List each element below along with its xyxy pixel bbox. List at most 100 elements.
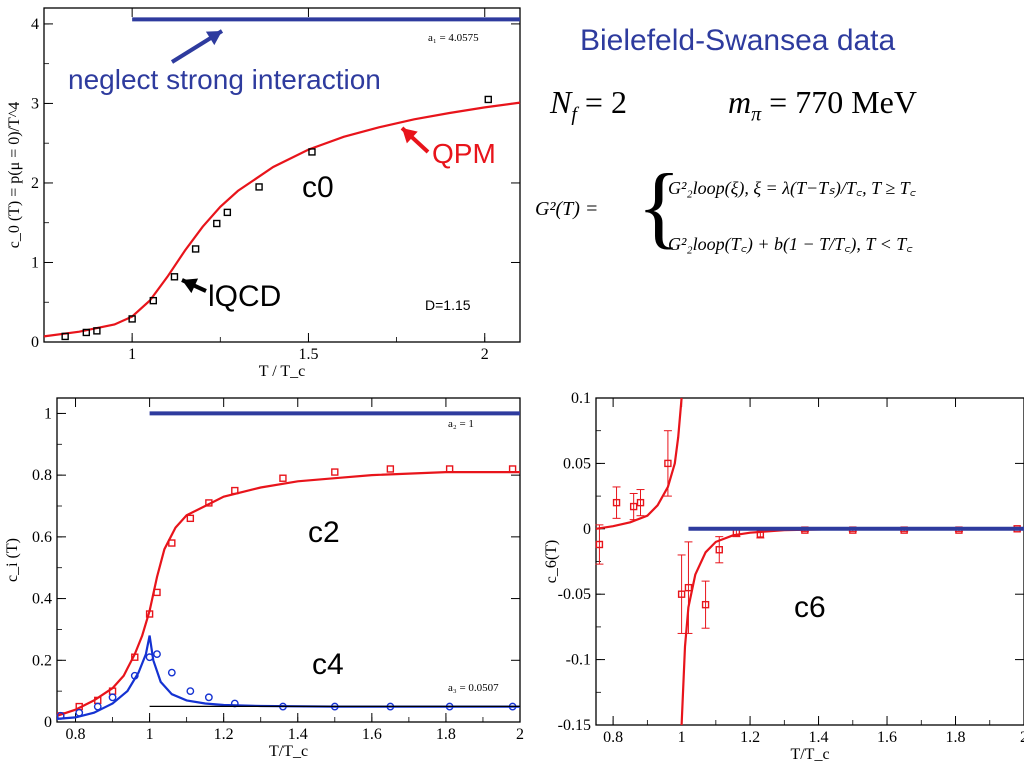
- data-point: [677, 590, 686, 598]
- y-tick-label: 0: [44, 714, 52, 731]
- nf-value: = 2: [584, 84, 627, 120]
- data-point: [153, 650, 161, 659]
- x-tick-label: 1: [146, 726, 154, 743]
- g2-case-1: G²₂loop(ξ), ξ = λ(T−Tₛ)/T꜀, T ≥ T꜀: [668, 178, 916, 198]
- g2-lhs: G²(T) =: [535, 198, 599, 220]
- neglect-arrow-head: [205, 31, 222, 46]
- x-axis-label: T/T_c: [269, 743, 308, 760]
- data-point: [149, 296, 158, 305]
- y-tick-label: 3: [31, 95, 39, 112]
- data-point: [167, 668, 176, 677]
- c4-curve-label: c4: [312, 648, 344, 681]
- data-point: [170, 273, 179, 281]
- series-line: [680, 527, 1024, 726]
- neglect-label: neglect strong interaction: [68, 64, 381, 95]
- x-axis-label: T/T_c: [790, 746, 829, 763]
- qpm-arrow-head: [402, 128, 418, 144]
- nf-equation: Nf = 2: [550, 84, 627, 126]
- y-axis-label: c_0 (T) = p(μ = 0)/T^4: [6, 102, 23, 249]
- data-point: [308, 148, 316, 156]
- g2-case-2: G²₂loop(T꜀) + b(1 − T/T꜀), T < T꜀: [668, 234, 913, 254]
- data-point: [612, 498, 621, 507]
- x-tick-label: 1.8: [946, 729, 966, 746]
- data-point: [153, 588, 161, 597]
- c0-curve-label: c0: [302, 171, 334, 204]
- data-point: [130, 671, 139, 680]
- series-c6-qpm-right: [680, 527, 1024, 726]
- plot-c2c4: 0.8 1 1.2 1.4 1.6 1.8 2 0 0.2 0.4 0.6 0.8 1 T/T_c c_i …: [4, 397, 524, 760]
- a3-annotation: a₃ = 0.0507: [448, 682, 499, 694]
- lqcd-arrow-head: [182, 278, 199, 294]
- mpi-sub: π: [751, 103, 762, 126]
- y-tick-label: 0.6: [32, 529, 52, 546]
- data-point: [213, 219, 221, 228]
- data-point: [75, 708, 84, 717]
- y-tick-label: 0.1: [571, 390, 591, 407]
- data-point: [186, 687, 195, 696]
- y-tick-label: 1: [44, 405, 52, 422]
- y-axis-label: c_i (T): [4, 538, 21, 582]
- data-point: [279, 474, 287, 482]
- data-point: [223, 208, 232, 217]
- data-point: [715, 546, 723, 554]
- data-point: [636, 498, 645, 507]
- g2-brace: {: [637, 155, 682, 257]
- data-point: [93, 702, 102, 711]
- qpm-label: QPM: [432, 138, 496, 169]
- data-point: [168, 539, 176, 547]
- data-point: [61, 332, 69, 341]
- nf-sub: f: [571, 103, 577, 126]
- y-tick-label: 2: [31, 175, 39, 192]
- y-tick-label: 0.4: [32, 591, 52, 608]
- data-point: [56, 711, 65, 720]
- x-tick-label: 1.8: [436, 726, 456, 743]
- data-point: [145, 653, 154, 662]
- data-point: [629, 502, 638, 511]
- series-c6-qpm-left: [595, 397, 683, 530]
- y-axis-label: c_6(T): [543, 540, 560, 584]
- y-tick-label: 0: [31, 334, 39, 351]
- a2-annotation: a₂ = 1: [448, 418, 474, 430]
- x-tick-label: 1.4: [809, 729, 829, 746]
- series-line: [56, 471, 520, 717]
- a1-annotation: a₁ = 4.0575: [428, 32, 479, 44]
- d-annotation: D=1.15: [425, 297, 471, 313]
- x-tick-label: 1.2: [740, 729, 760, 746]
- x-tick-label: 1: [678, 729, 686, 746]
- y-tick-label: 0.8: [32, 467, 52, 484]
- x-tick-label: 1.5: [298, 346, 318, 363]
- plot-frame: [56, 397, 521, 723]
- series-c2-qpm: [56, 471, 520, 717]
- series-c2-lqcd: [57, 465, 517, 720]
- series-line: [595, 397, 683, 530]
- data-point: [93, 327, 101, 335]
- series-c4-qpm: [56, 635, 520, 720]
- y-tick-label: 1: [31, 254, 39, 271]
- y-tick-label: -0.1: [566, 652, 591, 669]
- data-point: [508, 465, 517, 473]
- data-point: [82, 328, 91, 337]
- y-tick-label: 0: [583, 521, 591, 538]
- x-tick-label: 0.8: [66, 726, 86, 743]
- x-tick-label: 1: [128, 346, 136, 363]
- plot-c6: 0.8 1 1.2 1.4 1.6 1.8 2 -0.15 -0.1 -0.05 0 0.05 0.1 T…: [543, 390, 1024, 763]
- data-point: [484, 95, 492, 104]
- data-point: [131, 653, 139, 661]
- data-point: [255, 183, 263, 191]
- c2-curve-label: c2: [308, 516, 340, 549]
- mpi-equation: mπ = 770 MeV: [728, 84, 917, 126]
- x-tick-label: 1.6: [877, 729, 897, 746]
- data-point: [186, 514, 195, 523]
- x-tick-label: 1.2: [214, 726, 234, 743]
- lqcd-label: lQCD: [208, 280, 282, 313]
- data-point: [331, 468, 339, 476]
- y-tick-label: 4: [31, 16, 39, 33]
- nf-symbol: N: [550, 84, 572, 120]
- data-point: [701, 600, 710, 609]
- data-point: [145, 610, 154, 618]
- c6-curve-label: c6: [794, 591, 826, 624]
- x-tick-label: 1.6: [362, 726, 382, 743]
- data-point: [205, 499, 213, 507]
- y-tick-label: 0.05: [563, 455, 591, 472]
